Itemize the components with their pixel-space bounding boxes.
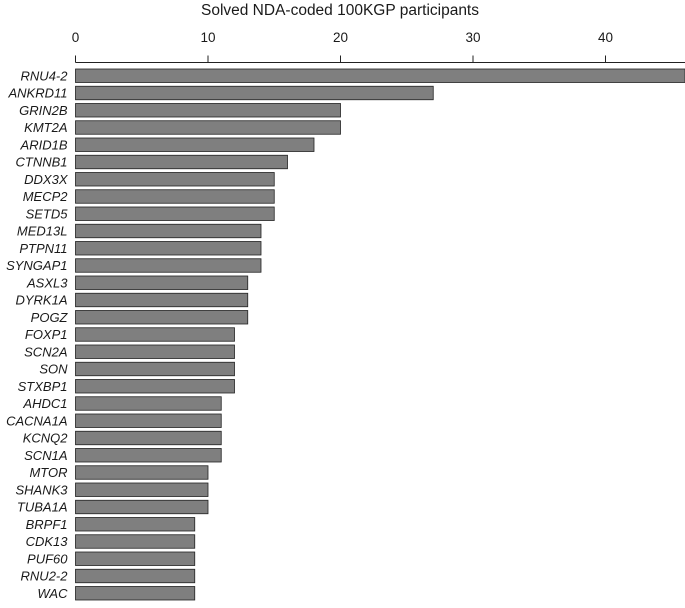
bar	[76, 207, 275, 221]
bar	[76, 483, 209, 497]
category-label: AHDC1	[22, 396, 67, 411]
category-label: KCNQ2	[23, 431, 69, 446]
category-label: FOXP1	[25, 327, 68, 342]
x-axis-title: Solved NDA-coded 100KGP participants	[201, 2, 479, 19]
bar	[76, 104, 341, 118]
category-label: BRPF1	[26, 517, 68, 532]
bar	[76, 414, 222, 428]
bar	[76, 449, 222, 463]
category-label: SYNGAP1	[6, 258, 67, 273]
category-label: PTPN11	[19, 241, 67, 256]
category-label: STXBP1	[18, 379, 68, 394]
bar	[76, 518, 195, 532]
category-label: SCN2A	[24, 344, 67, 359]
bar	[76, 259, 262, 273]
category-label: DDX3X	[24, 172, 69, 187]
category-label: TUBA1A	[17, 500, 68, 515]
x-axis: 0 10 20 30 40	[72, 30, 685, 63]
bar	[76, 293, 248, 307]
bar	[76, 276, 248, 290]
bar	[76, 500, 209, 514]
bar	[76, 345, 235, 359]
bar	[76, 155, 288, 169]
category-label: DYRK1A	[15, 293, 67, 308]
category-label: POGZ	[31, 310, 69, 325]
category-label: MED13L	[17, 224, 68, 239]
category-label: ASXL3	[26, 275, 68, 290]
bar-series	[76, 69, 685, 600]
bar	[76, 380, 235, 394]
category-label: CTNNB1	[15, 155, 67, 170]
category-label: WAC	[37, 586, 68, 601]
bar	[76, 190, 275, 204]
bar	[76, 328, 235, 342]
category-label: CACNA1A	[6, 413, 67, 428]
bar	[76, 535, 195, 549]
x-tick-label: 20	[333, 30, 348, 45]
bar	[76, 397, 222, 411]
category-label: MTOR	[29, 465, 67, 480]
category-label: ANKRD11	[7, 86, 67, 101]
bar	[76, 224, 262, 238]
bar	[76, 552, 195, 566]
category-label: SHANK3	[15, 482, 68, 497]
x-tick-label: 40	[598, 30, 613, 45]
x-tick-label: 30	[465, 30, 480, 45]
x-tick-label: 10	[200, 30, 215, 45]
bar	[76, 466, 209, 480]
bar	[76, 138, 315, 152]
category-label: SETD5	[26, 206, 69, 221]
category-label: SCN1A	[24, 448, 67, 463]
bar	[76, 587, 195, 601]
bar	[76, 242, 262, 256]
bar	[76, 173, 275, 187]
category-label: RNU2-2	[21, 569, 69, 584]
category-label: MECP2	[23, 189, 69, 204]
bar	[76, 311, 248, 325]
category-label: KMT2A	[24, 120, 67, 135]
category-label: GRIN2B	[19, 103, 68, 118]
bar	[76, 121, 341, 135]
bar	[76, 569, 195, 583]
bar	[76, 362, 235, 376]
category-label: PUF60	[27, 551, 68, 566]
x-tick-label: 0	[72, 30, 80, 45]
category-labels: RNU4-2 ANKRD11 GRIN2B KMT2A ARID1B CTNNB1 DDX3…	[6, 68, 69, 601]
bar	[76, 86, 434, 100]
bar	[76, 431, 222, 445]
category-label: ARID1B	[20, 137, 68, 152]
category-label: RNU4-2	[21, 68, 69, 83]
category-label: CDK13	[26, 534, 69, 549]
bar	[76, 69, 685, 83]
category-label: SON	[39, 362, 68, 377]
